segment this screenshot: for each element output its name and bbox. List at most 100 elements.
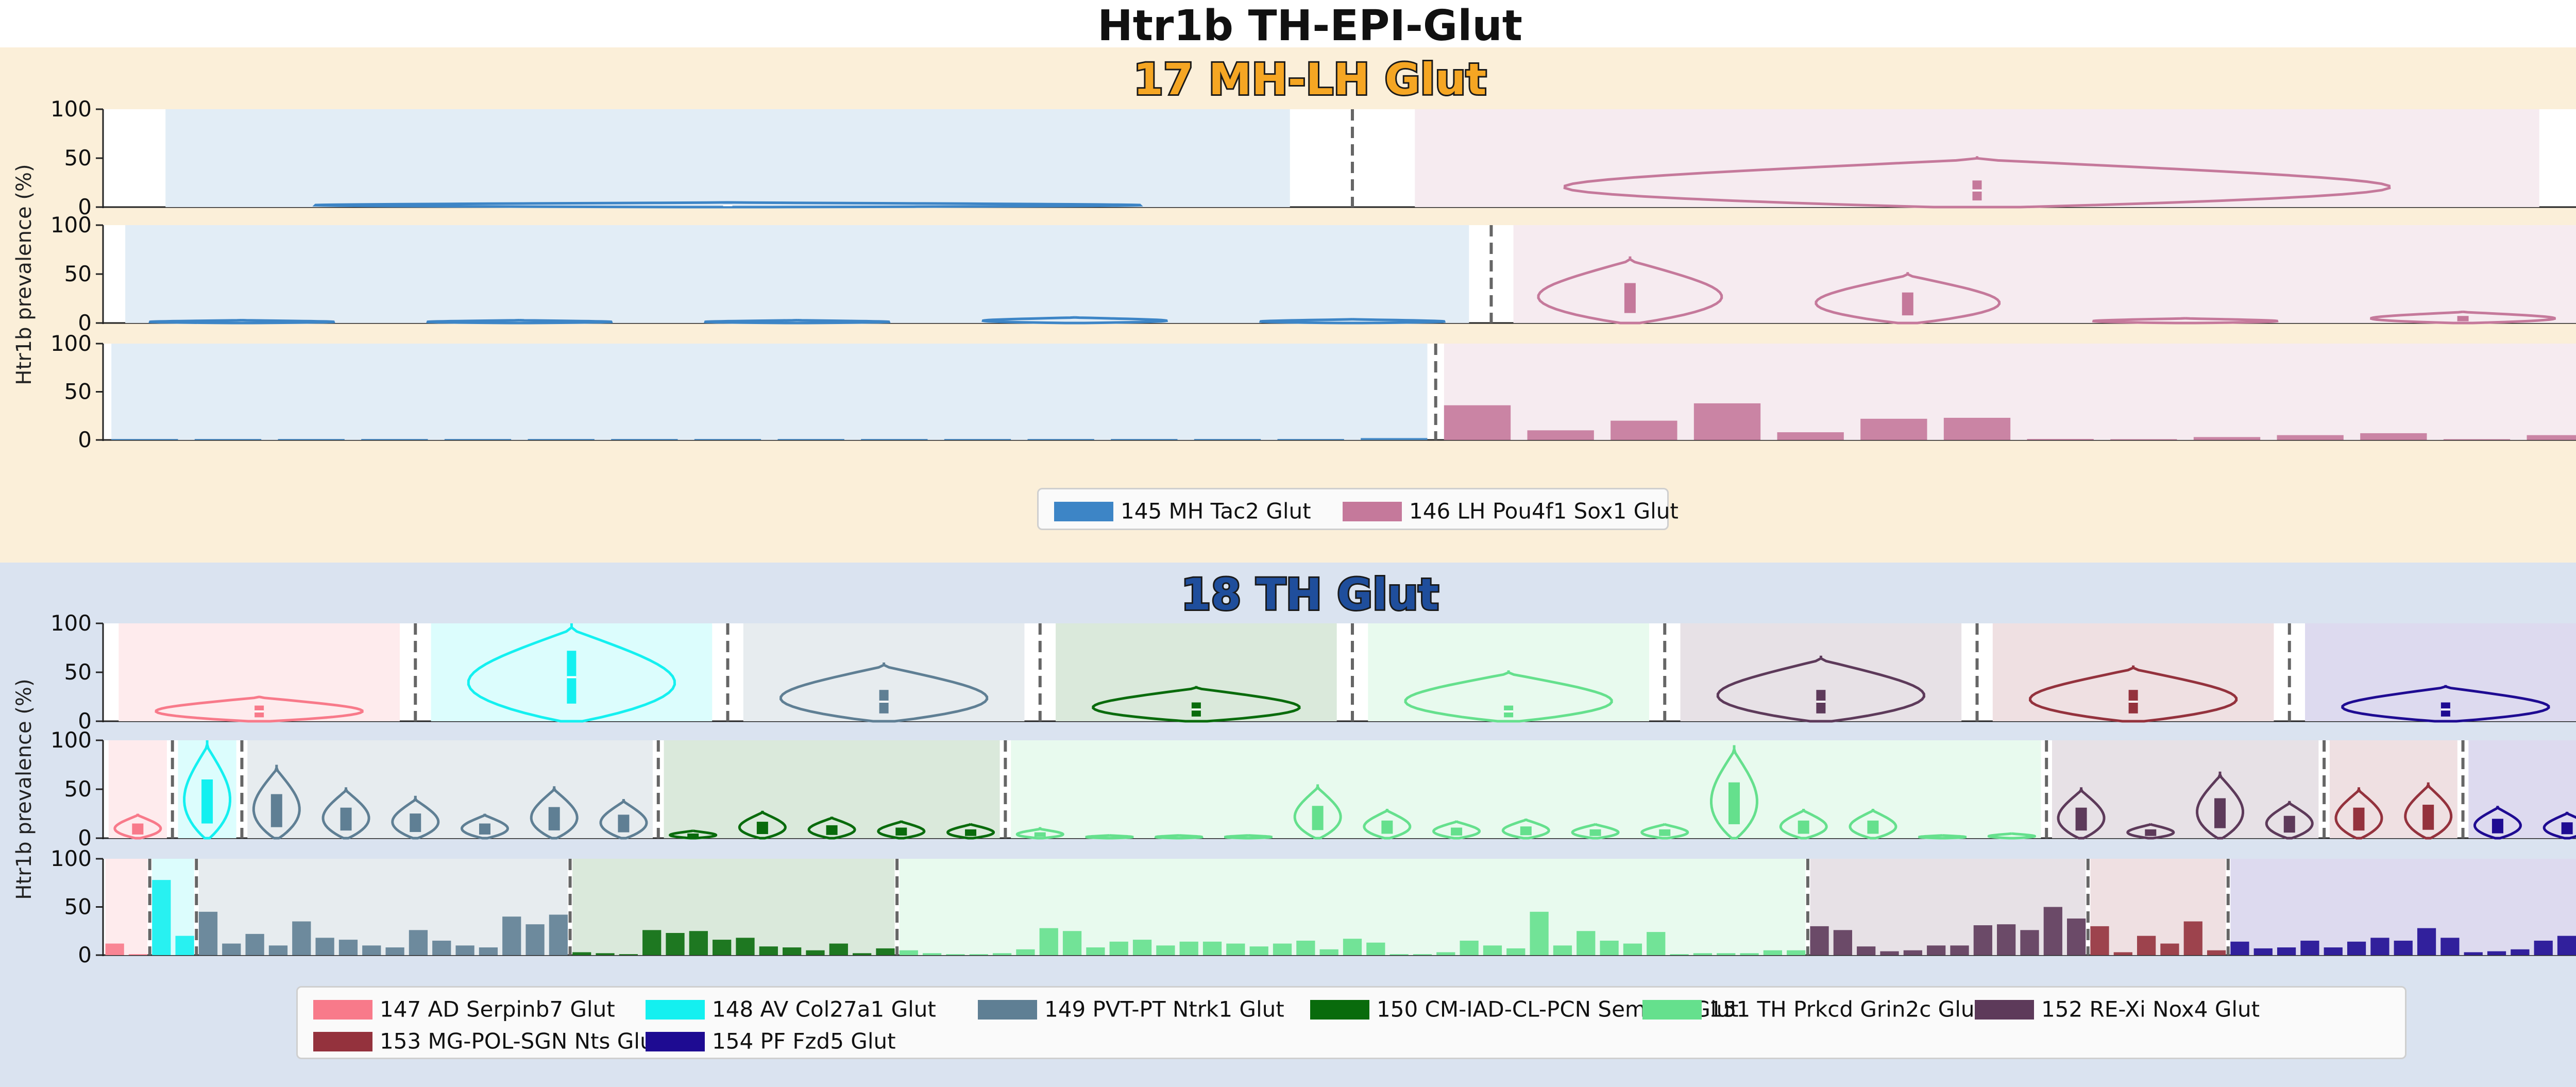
cluster-group-background <box>572 859 895 955</box>
bar <box>946 954 965 955</box>
bar <box>2113 952 2132 955</box>
violin <box>2028 665 2238 723</box>
legend-swatch <box>1642 999 1702 1020</box>
violin-box <box>2145 829 2157 836</box>
violin <box>1537 256 1723 325</box>
bar <box>619 954 638 955</box>
bar <box>1062 931 1082 955</box>
bar <box>245 933 264 955</box>
violin-box <box>826 825 838 835</box>
bar <box>861 439 928 440</box>
violin <box>2057 787 2106 840</box>
legend-swatch <box>313 999 372 1020</box>
violin-box <box>965 829 977 836</box>
cluster-group-background <box>1810 859 2086 955</box>
legend-item: 152 RE-Xi Nox4 Glut <box>1975 993 2260 1024</box>
violin <box>738 810 787 840</box>
bar <box>1693 403 1761 440</box>
panel-3-ytick-label: 100 <box>50 846 92 871</box>
bar <box>1997 924 2016 955</box>
legend-swatch <box>1975 999 2034 1020</box>
bar <box>526 924 545 955</box>
violin-box <box>2457 316 2469 321</box>
bar <box>1777 432 1844 440</box>
violin <box>2334 787 2383 840</box>
bar <box>385 947 404 955</box>
violin <box>669 829 718 840</box>
supertype-background <box>2468 740 2576 838</box>
bar <box>2360 433 2427 440</box>
legend-item: 146 LH Pou4f1 Sox1 Glut <box>1343 495 1679 525</box>
violin <box>1918 834 1967 840</box>
bar <box>922 953 942 955</box>
violin <box>1015 827 1064 840</box>
bar <box>1553 945 1572 955</box>
violin <box>1432 820 1481 840</box>
bar <box>1740 953 1759 955</box>
bar <box>2020 930 2039 955</box>
bar <box>806 950 825 955</box>
violin <box>530 786 579 840</box>
bar <box>338 940 358 955</box>
violin <box>113 813 162 840</box>
panel-2-ytick-label: 50 <box>64 261 92 286</box>
main-title: Htr1b TH-EPI-Glut <box>1097 2 1522 50</box>
supertype-background <box>2329 740 2458 838</box>
violin <box>1571 823 1620 840</box>
bar <box>1132 940 1152 955</box>
violin-box <box>895 827 907 836</box>
legend-swatch <box>646 999 705 1020</box>
violin <box>2341 685 2550 723</box>
bar <box>1444 405 1511 440</box>
bar <box>759 946 778 955</box>
violin <box>426 319 613 325</box>
legend-item: 153 MG-POL-SGN Nts Glut <box>313 1025 662 1056</box>
bar <box>1111 439 1178 440</box>
legend-label: 151 TH Prkcd Grin2c Glut <box>1709 996 1983 1022</box>
bar <box>2417 928 2436 955</box>
bar <box>1027 439 1094 440</box>
bar <box>1194 439 1261 440</box>
subclass-background <box>2305 623 2576 721</box>
bar <box>1460 940 1479 955</box>
section-17-title: 17 MH-LH Glut <box>1132 54 1488 105</box>
bar <box>2370 938 2389 955</box>
bar <box>1296 940 1315 955</box>
violin <box>2370 310 2556 325</box>
bar <box>315 938 334 955</box>
violin-box <box>479 823 490 835</box>
legend-label: 154 PF Fzd5 Glut <box>712 1028 896 1054</box>
violin-box <box>410 813 421 833</box>
panel-2-ytick-label: 100 <box>50 212 92 237</box>
legend-swatch <box>646 1031 705 1051</box>
bar <box>1226 943 1245 955</box>
bar <box>1693 953 1713 955</box>
bar <box>2277 435 2344 440</box>
violin <box>391 795 440 840</box>
bar <box>1530 911 1549 955</box>
bar <box>444 439 512 440</box>
violin-box <box>340 807 352 831</box>
violin-box <box>548 807 560 830</box>
bar <box>479 947 498 955</box>
cluster-group-background <box>2090 859 2226 955</box>
y-axis-label: Htr1b prevalence (%) <box>12 164 36 385</box>
violin-box <box>1659 829 1671 836</box>
panel-3-ytick-label: 50 <box>64 379 92 404</box>
violin <box>1563 156 2391 209</box>
violin <box>1849 809 1897 840</box>
violin-box <box>756 822 768 835</box>
bar <box>2110 439 2177 440</box>
bar <box>1361 438 1428 440</box>
bar <box>2137 936 2156 955</box>
bar <box>853 953 872 955</box>
subclass-background <box>118 623 400 721</box>
violin-box <box>1728 782 1740 824</box>
bar <box>1943 417 2011 440</box>
bar <box>944 439 1011 440</box>
section-17-band: 17 MH-LH Glut Htr1b prevalence (%) 0 50 100… <box>0 47 2576 563</box>
bar <box>611 439 678 440</box>
violin <box>1092 686 1301 723</box>
violin-box <box>687 833 699 837</box>
